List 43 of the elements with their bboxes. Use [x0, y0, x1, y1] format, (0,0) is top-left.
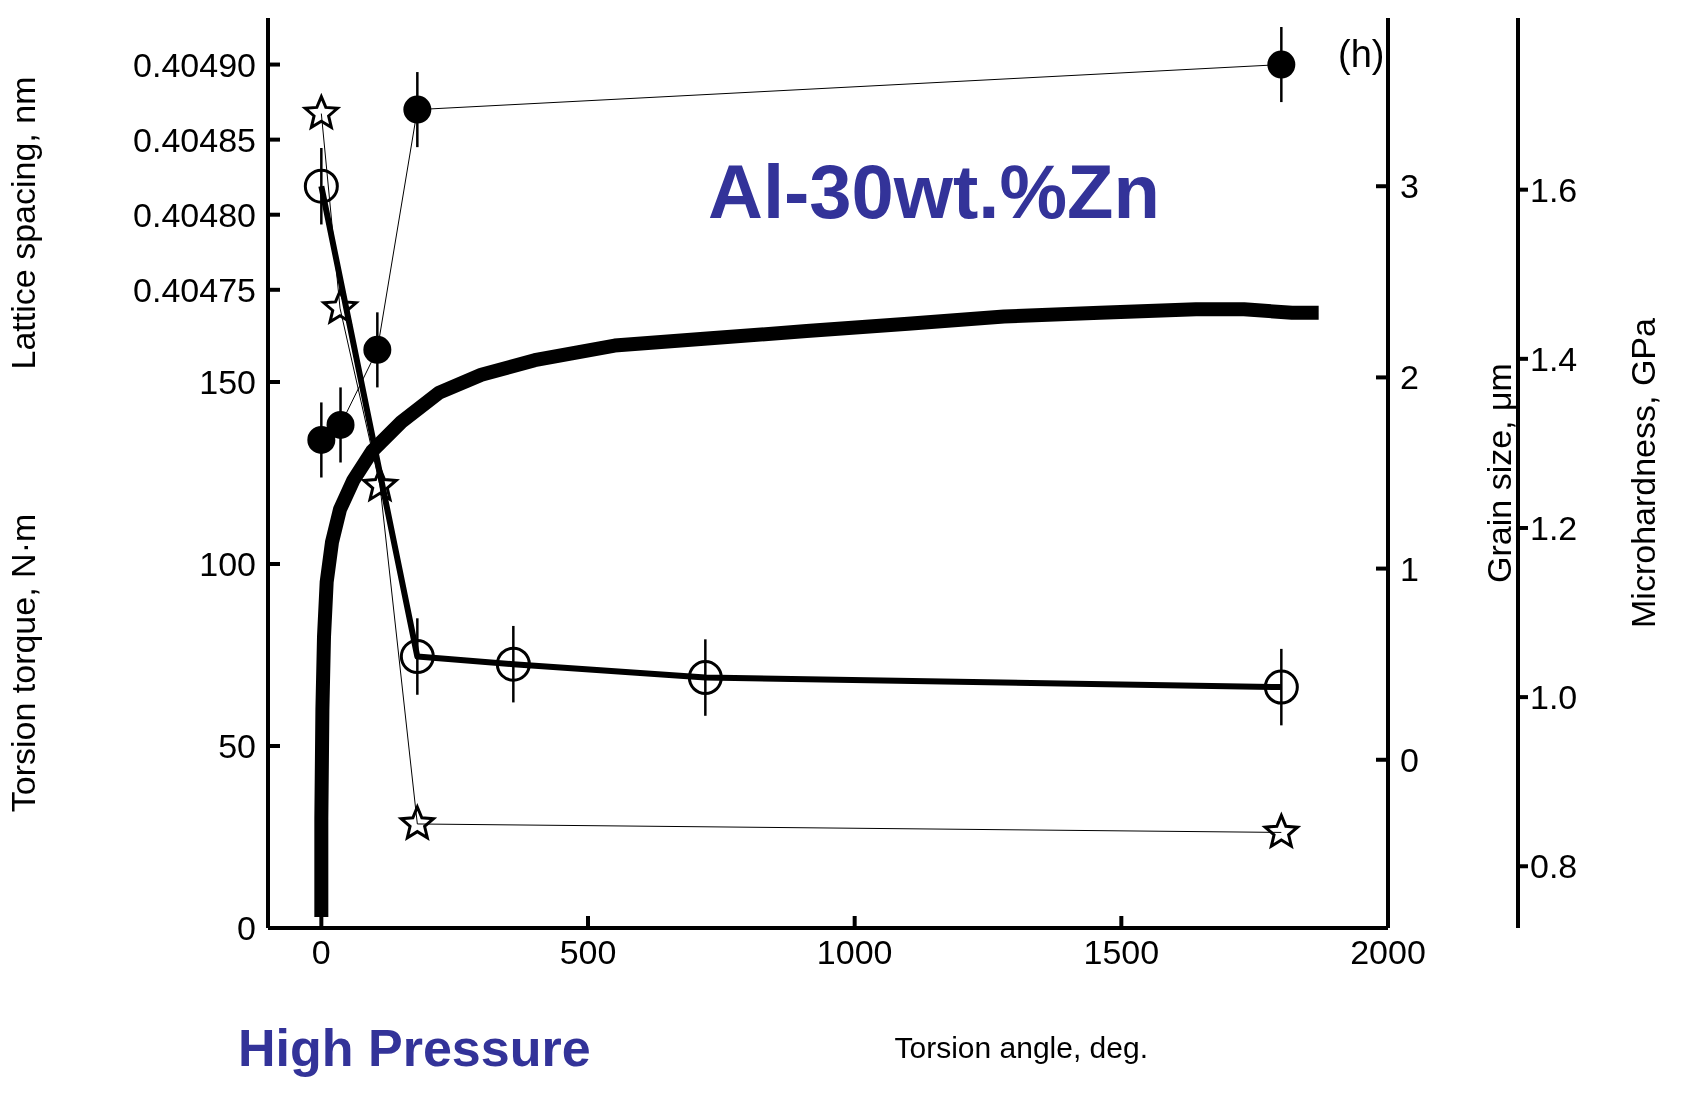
y-tick-label: 0.40490: [133, 45, 256, 84]
y3-tick-label: 0.8: [1530, 847, 1578, 886]
text: High Pressure: [238, 1018, 591, 1078]
y3-axis-title: Microhardness, GPa: [1624, 317, 1663, 628]
y3-tick-label: 1.0: [1530, 678, 1578, 717]
point: [301, 93, 341, 131]
y-tick-label: 0: [237, 909, 256, 948]
y-tick-label: 50: [218, 727, 256, 766]
y-axis-title: Torsion torque, N·m: [4, 513, 43, 813]
y-tick-label: 0.40480: [133, 195, 256, 234]
y3-tick-label: 1.6: [1530, 170, 1578, 209]
y2-tick-label: 2: [1400, 358, 1419, 397]
point: [1261, 811, 1301, 850]
x-tick-label: 0: [311, 933, 331, 972]
annotation: (h): [1338, 33, 1385, 76]
y3-tick-label: 1.4: [1530, 339, 1578, 378]
x-tick-label: 500: [559, 933, 617, 972]
y-axis-title: Lattice spacing, nm: [4, 76, 43, 370]
point: [326, 410, 355, 439]
y2-tick-label: 3: [1400, 167, 1419, 206]
y-tick-label: 150: [199, 363, 256, 402]
point: [687, 660, 723, 696]
point: [403, 95, 432, 124]
y-tick-label: 0.40485: [133, 120, 256, 159]
point: [399, 639, 435, 675]
point: [1263, 669, 1299, 705]
y2-axis-title: Grain size, μm: [1480, 363, 1519, 583]
x-axis-title: Torsion angle, deg.: [894, 1031, 1148, 1064]
y2-tick-label: 1: [1400, 549, 1419, 588]
x-tick-label: 2000: [1350, 933, 1426, 972]
text: Al-30wt.%Zn: [708, 148, 1160, 235]
y-tick-label: 0.40475: [133, 270, 256, 309]
y-tick-label: 100: [199, 545, 256, 584]
point: [495, 646, 531, 682]
y2-tick-label: 0: [1400, 740, 1419, 779]
point: [363, 335, 392, 364]
point: [307, 425, 336, 454]
x-tick-label: 1000: [816, 933, 893, 972]
point: [397, 803, 437, 841]
x-tick-label: 1500: [1083, 933, 1160, 972]
y3-tick-label: 1.2: [1530, 509, 1578, 548]
point: [303, 168, 339, 204]
point: [1267, 50, 1296, 79]
